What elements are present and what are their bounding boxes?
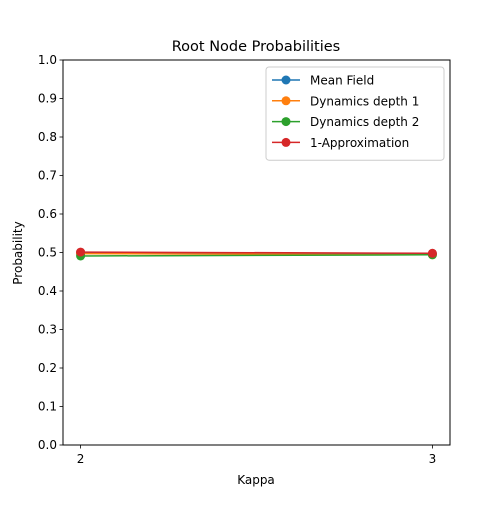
series-4-point bbox=[76, 247, 86, 257]
y-tick-label: 0.0 bbox=[38, 438, 57, 452]
series-line-4 bbox=[80, 251, 433, 255]
plot-area: 0.0 0.1 0.2 0.3 0.4 0.5 0.6 0.7 0.8 0.9 1.0 2 3 bbox=[38, 53, 451, 466]
chart-title: Root Node Probabilities bbox=[172, 39, 341, 55]
y-tick-label: 0.3 bbox=[38, 323, 57, 337]
x-axis-label: Kappa bbox=[237, 473, 275, 487]
y-tick-label: 0.2 bbox=[38, 361, 57, 375]
y-tick-label: 0.4 bbox=[38, 284, 57, 298]
series-line-3 bbox=[80, 254, 433, 257]
legend: Mean Field Dynamics depth 1 Dynamics depth… bbox=[265, 66, 445, 161]
legend-marker bbox=[281, 75, 291, 85]
legend-label: Dynamics depth 2 bbox=[310, 115, 419, 129]
y-axis-label: Probability bbox=[11, 221, 25, 284]
y-tick-label: 0.6 bbox=[38, 207, 57, 221]
y-tick-label: 0.7 bbox=[38, 169, 57, 183]
legend-marker bbox=[281, 137, 291, 147]
y-tick-label: 0.1 bbox=[38, 400, 57, 414]
x-tick-label: 3 bbox=[429, 452, 437, 466]
y-tick-label: 1.0 bbox=[38, 53, 57, 67]
legend-label: Mean Field bbox=[310, 74, 374, 88]
legend-label: 1-Approximation bbox=[310, 136, 409, 150]
y-tick-label: 0.5 bbox=[38, 246, 57, 260]
y-tick-label: 0.8 bbox=[38, 130, 57, 144]
y-tick-label: 0.9 bbox=[38, 92, 57, 106]
legend-marker bbox=[281, 117, 291, 127]
x-tick-label: 2 bbox=[77, 452, 85, 466]
legend-marker bbox=[281, 96, 291, 106]
legend-box bbox=[265, 66, 445, 161]
legend-label: Dynamics depth 1 bbox=[310, 94, 419, 108]
series-4-point bbox=[427, 248, 437, 258]
